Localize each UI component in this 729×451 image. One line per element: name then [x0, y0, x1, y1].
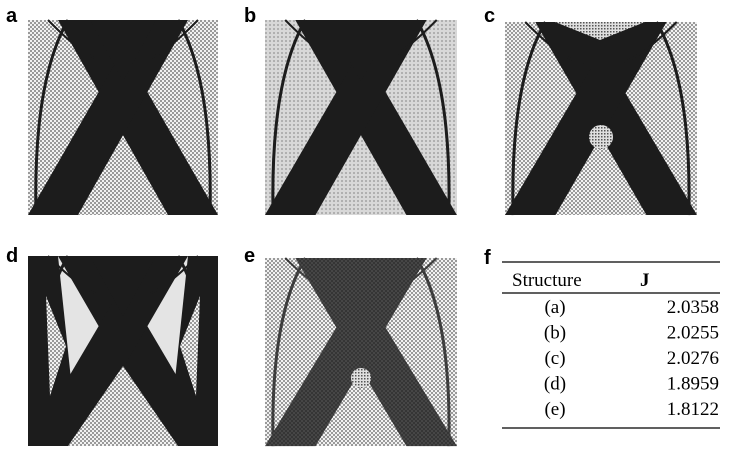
table-cell: (e) [544, 399, 565, 420]
table-body: (a) 2.0358 (b) 2.0255 (c) 2.0276 (d) 1.8959 (e) 1… [544, 297, 719, 420]
table-cell: (c) [544, 348, 565, 369]
panel-b [265, 20, 457, 215]
panel-label: b [244, 5, 256, 27]
table-cell: (a) [544, 297, 565, 318]
panel-c [505, 22, 697, 215]
table-cell: 1.8122 [667, 399, 719, 420]
panel-a [28, 20, 218, 215]
table-cell: (d) [544, 374, 566, 395]
table-header: J [640, 270, 650, 291]
table-cell: 2.0255 [667, 323, 719, 344]
table-header: Structure [512, 270, 582, 291]
panel-label: e [244, 245, 255, 267]
panel-e [265, 258, 457, 446]
panel-label: d [6, 245, 18, 267]
panel-label: a [6, 5, 18, 27]
table-cell: (b) [544, 323, 566, 344]
figure: a b c d e f Structure J (a) 2.0358 (b) 2.02… [0, 0, 729, 451]
table-cell: 2.0358 [667, 297, 719, 318]
panel-label: f [484, 247, 491, 269]
panel-label: c [484, 5, 495, 27]
table-cell: 2.0276 [667, 348, 719, 369]
panel-d [28, 256, 218, 446]
table-cell: 1.8959 [667, 374, 719, 395]
